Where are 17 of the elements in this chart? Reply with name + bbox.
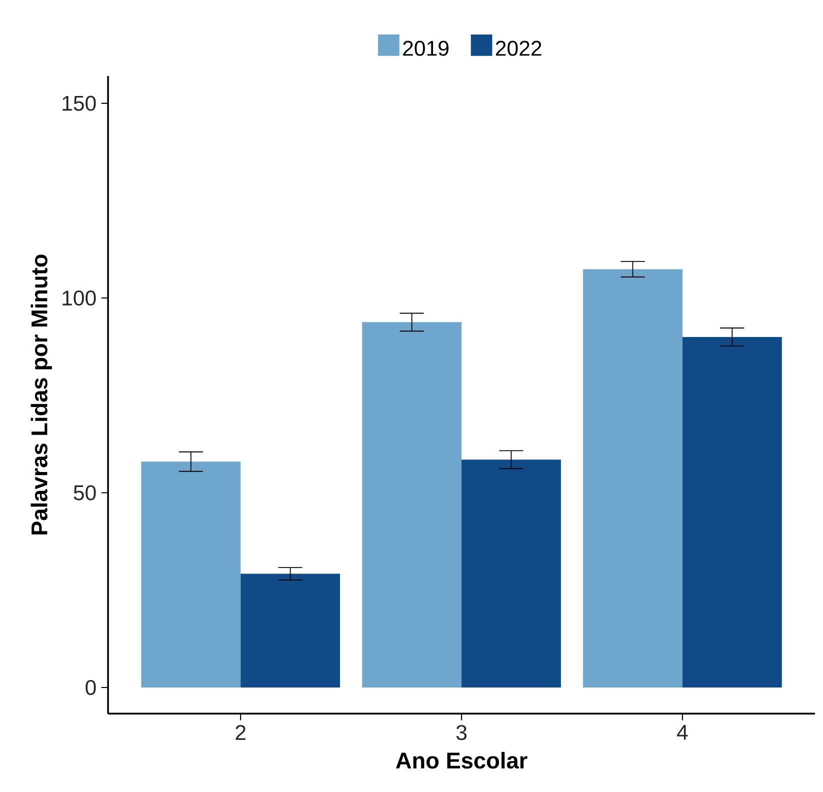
x-tick-label: 2 bbox=[236, 724, 246, 740]
x-tick-label: 4 bbox=[676, 724, 688, 740]
y-axis-title: Palavras Lidas por Minuto bbox=[30, 254, 52, 534]
bar bbox=[462, 460, 561, 688]
y-tick-label: 50 bbox=[74, 485, 96, 500]
bar bbox=[240, 574, 340, 688]
y-tick-label: 150 bbox=[62, 96, 96, 111]
bar bbox=[362, 322, 462, 688]
y-tick-label: 0 bbox=[86, 680, 96, 695]
y-tick-label: 100 bbox=[62, 290, 96, 306]
legend-label: 2022 bbox=[496, 40, 542, 56]
legend-label: 2019 bbox=[403, 40, 448, 56]
x-axis-title: Ano Escolar bbox=[396, 752, 528, 768]
bar bbox=[141, 461, 241, 688]
bar bbox=[583, 269, 682, 688]
bar bbox=[682, 336, 782, 688]
x-tick-label: 3 bbox=[456, 724, 467, 740]
